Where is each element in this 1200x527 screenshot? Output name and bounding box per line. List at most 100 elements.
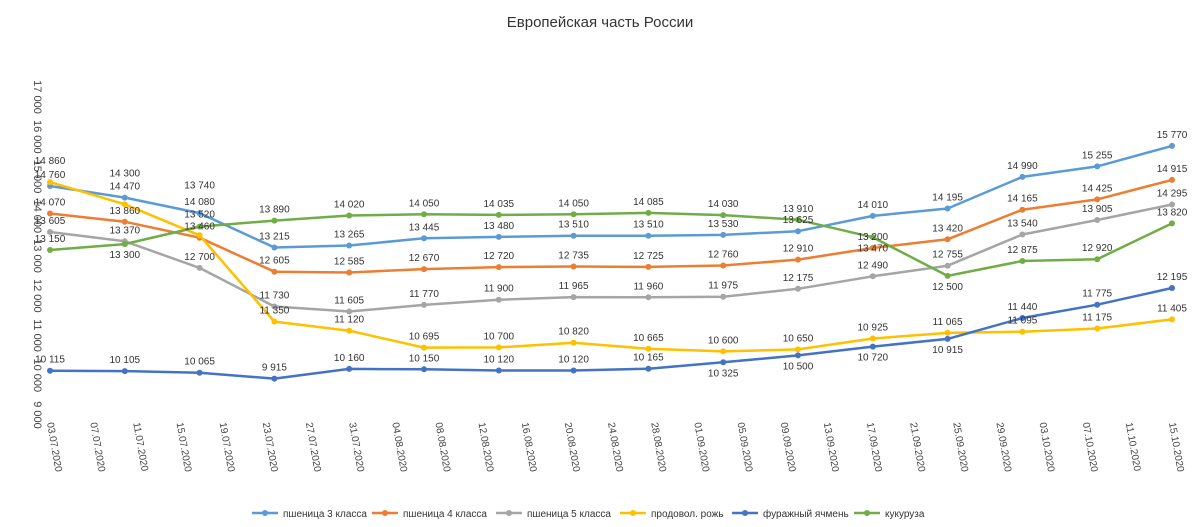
data-label: 10 115 <box>35 355 65 366</box>
data-point <box>944 272 951 279</box>
data-point <box>495 264 502 271</box>
data-label: 14 860 <box>35 156 66 167</box>
data-label: 11 440 <box>1007 302 1037 313</box>
legend-label: пшеница 5 класса <box>527 509 611 520</box>
data-point <box>421 211 427 218</box>
data-point <box>196 264 203 271</box>
x-tick-label: 21.09.2020 <box>907 422 927 474</box>
x-tick-label: 08.08.2020 <box>432 422 452 474</box>
data-point <box>271 375 278 382</box>
data-label: 10 820 <box>558 327 589 338</box>
x-tick-label: 11.07.2020 <box>130 422 149 473</box>
data-label: 15 255 <box>1082 150 1113 161</box>
data-label: 11 960 <box>633 281 663 292</box>
data-label: 13 860 <box>110 206 141 217</box>
series-line <box>49 178 1173 274</box>
data-label: 10 700 <box>484 331 515 342</box>
data-point <box>1019 206 1026 213</box>
data-point <box>645 294 652 301</box>
x-tick-label: 01.09.2020 <box>691 422 711 474</box>
data-point <box>346 269 353 276</box>
data-label: 10 165 <box>633 353 664 364</box>
legend-item: пшеница 5 класса <box>496 509 611 520</box>
data-point <box>645 345 652 352</box>
data-label: 11 120 <box>334 315 364 326</box>
data-point <box>795 256 801 263</box>
y-tick-label: 17 000 <box>31 80 43 114</box>
data-point <box>795 228 801 235</box>
data-point <box>421 266 427 273</box>
series-line <box>49 144 1173 249</box>
data-label: 12 175 <box>783 273 814 284</box>
data-point <box>495 367 502 374</box>
data-label: 14 010 <box>858 200 889 211</box>
data-point <box>1019 173 1026 180</box>
data-point <box>121 194 128 201</box>
data-label: 14 050 <box>558 198 589 209</box>
data-label: 9 915 <box>262 363 287 374</box>
data-point <box>495 211 502 218</box>
data-label: 13 905 <box>1082 204 1113 215</box>
data-label: 13 480 <box>484 221 515 232</box>
data-point <box>121 241 128 248</box>
data-label: 14 035 <box>484 199 515 210</box>
data-point <box>495 296 502 303</box>
data-point <box>944 262 951 269</box>
data-label: 14 990 <box>1007 161 1038 172</box>
data-point <box>346 212 353 219</box>
data-point <box>1094 196 1101 203</box>
data-label: 13 625 <box>783 215 814 226</box>
data-label: 10 150 <box>409 353 440 364</box>
legend-marker <box>262 510 268 516</box>
data-point <box>795 285 801 292</box>
data-label: 14 050 <box>409 198 440 209</box>
data-point <box>944 335 951 342</box>
data-label: 10 915 <box>932 345 963 356</box>
data-label: 11 605 <box>334 296 364 307</box>
data-label: 14 295 <box>1157 189 1188 200</box>
x-tick-label: 23.07.2020 <box>260 422 280 474</box>
legend-label: фуражный ячмень <box>763 508 849 520</box>
data-point <box>121 201 128 208</box>
y-tick-label: 16 000 <box>31 120 43 154</box>
data-label: 12 735 <box>558 251 589 262</box>
data-point <box>720 262 727 269</box>
data-label: 10 650 <box>783 333 814 344</box>
data-label: 11 965 <box>559 281 589 292</box>
data-label: 10 665 <box>633 333 664 344</box>
data-point <box>1169 220 1175 227</box>
chart-title: Европейская часть России <box>507 14 693 31</box>
data-point <box>196 223 203 230</box>
data-label: 10 105 <box>110 355 141 366</box>
data-point <box>495 344 502 351</box>
data-label: 12 490 <box>858 260 889 271</box>
data-label: 11 730 <box>259 291 289 302</box>
data-point <box>944 205 951 212</box>
data-point <box>1094 163 1101 170</box>
data-label: 13 420 <box>932 223 963 234</box>
data-label: 13 740 <box>184 181 215 192</box>
x-tick-label: 09.09.2020 <box>778 422 798 474</box>
data-label: 11 770 <box>409 289 439 300</box>
data-point <box>421 301 427 308</box>
data-label: 13 890 <box>259 205 290 216</box>
data-label: 14 760 <box>35 170 66 181</box>
data-point <box>869 343 876 350</box>
data-point <box>570 232 577 239</box>
x-tick-label: 15.07.2020 <box>174 422 194 474</box>
data-point <box>1019 315 1026 321</box>
legend-label: пшеница 3 класса <box>283 509 367 520</box>
data-label: 12 875 <box>1007 245 1038 256</box>
plot-area <box>47 142 1175 382</box>
legend-marker <box>630 510 636 516</box>
x-tick-label: 07.07.2020 <box>87 422 107 474</box>
x-tick-label: 25.09.2020 <box>950 422 970 474</box>
data-point <box>869 245 876 251</box>
legend-marker <box>382 510 388 516</box>
data-point <box>47 229 53 235</box>
data-label: 12 910 <box>783 244 814 255</box>
data-label: 14 915 <box>1157 164 1188 175</box>
data-point <box>795 352 801 359</box>
legend-label: пшеница 4 класса <box>403 509 487 520</box>
data-label: 12 725 <box>633 251 664 262</box>
